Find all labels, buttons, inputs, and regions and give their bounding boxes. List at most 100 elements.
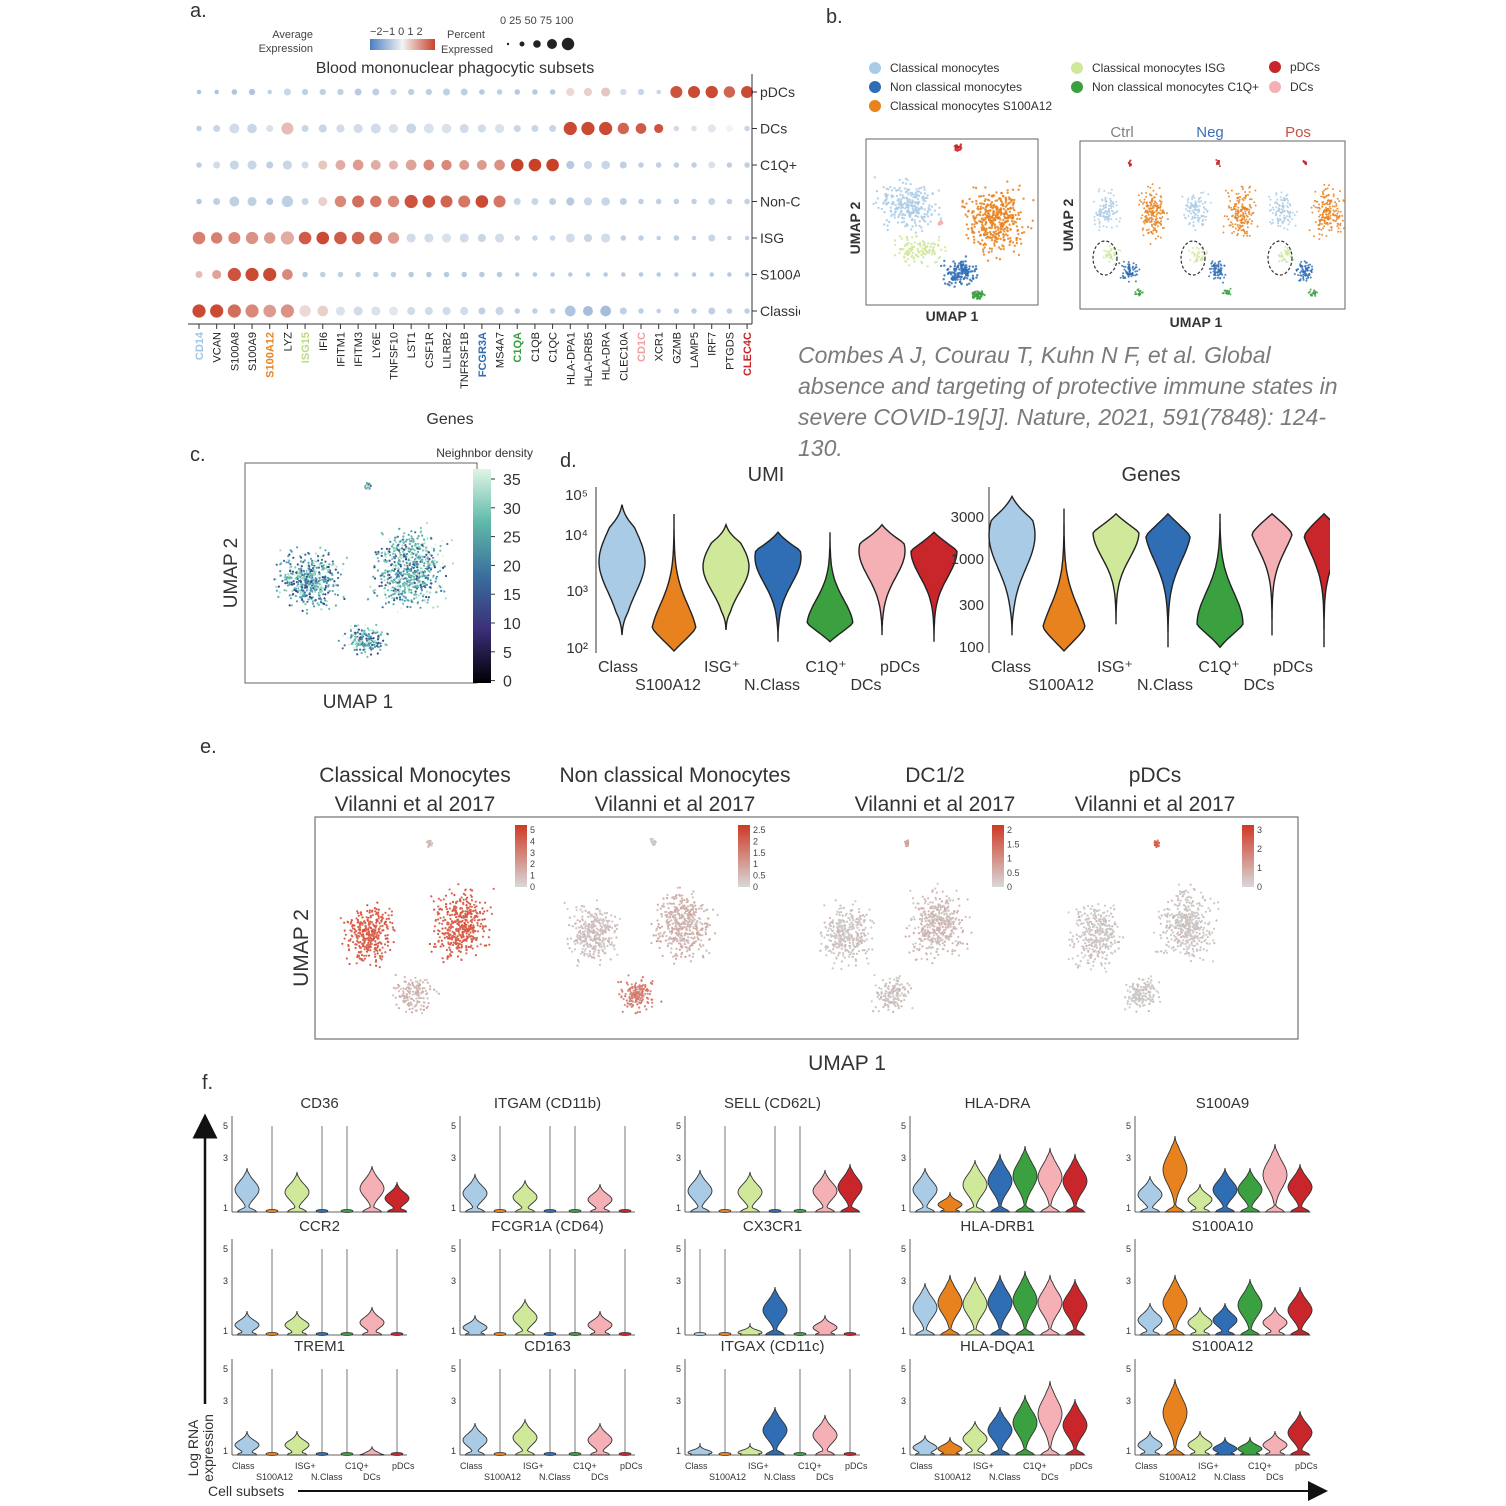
umap-cell	[906, 190, 909, 193]
density-cell	[317, 603, 320, 606]
expression-dot	[477, 233, 486, 243]
feature-cell	[430, 895, 433, 898]
feature-frame	[314, 816, 1299, 1040]
umap-cell	[1106, 213, 1109, 216]
umap-cell	[1222, 231, 1225, 234]
feature-cell	[459, 914, 462, 917]
density-cell	[332, 585, 335, 588]
density-cell	[307, 597, 310, 600]
feature-cell	[376, 946, 379, 949]
feature-cell	[381, 913, 384, 916]
feature-cell	[453, 893, 456, 897]
feature-cell	[445, 908, 449, 911]
umap-cell	[911, 225, 914, 228]
feature-cell	[367, 954, 371, 957]
expression-dot	[406, 233, 416, 243]
feature-cell	[466, 896, 469, 899]
feature-cell	[402, 992, 405, 995]
umap-cell	[1001, 244, 1004, 247]
umap-cell	[1320, 195, 1323, 198]
umap-cell	[1313, 199, 1316, 202]
umap-cell	[1276, 202, 1279, 205]
feature-cell	[361, 929, 365, 932]
umap-cell	[938, 206, 941, 209]
umap-cell	[1236, 199, 1239, 202]
density-cell	[360, 651, 363, 655]
density-cell	[408, 556, 411, 559]
umap-cell	[1102, 204, 1105, 207]
feature-cell	[380, 920, 383, 923]
density-cell	[317, 559, 320, 562]
colorbar-tick-label: 25	[503, 530, 521, 547]
umap-cell	[1161, 216, 1164, 218]
density-cell	[312, 605, 316, 608]
umap-cell	[1102, 225, 1105, 228]
expression-dot	[247, 160, 257, 170]
umap-cell	[1095, 211, 1098, 214]
expression-dot	[708, 234, 716, 242]
umap-cell	[1217, 268, 1220, 271]
feature-cell	[391, 922, 394, 925]
umap-cell	[1093, 215, 1096, 218]
density-cell	[415, 572, 418, 575]
density-cell	[406, 587, 409, 590]
umap-cell	[953, 264, 957, 268]
umap-cell	[979, 195, 983, 198]
umap-cell	[1116, 210, 1119, 213]
umap-cell	[897, 202, 900, 206]
umap-cell	[910, 218, 914, 222]
umap-cell	[947, 267, 950, 271]
expression-dot	[638, 308, 644, 314]
feature-cell	[476, 921, 479, 925]
umap-cell	[982, 206, 985, 210]
density-cell	[394, 585, 397, 588]
feature-cell	[466, 913, 469, 916]
feature-cell	[357, 931, 360, 935]
feature-cell	[457, 915, 460, 918]
umap-cell	[1332, 213, 1335, 216]
umap-cell	[1233, 205, 1235, 208]
umap-cell	[917, 243, 920, 246]
feature-cell	[387, 917, 391, 920]
umap-cell	[921, 247, 924, 250]
density-cell	[326, 589, 329, 592]
density-cell	[331, 578, 334, 581]
expression-dot	[459, 233, 469, 243]
expression-dot	[407, 306, 416, 316]
umap-cell	[906, 238, 909, 242]
density-cell	[387, 552, 390, 555]
feature-cell	[448, 926, 451, 929]
feature-cell	[343, 937, 346, 940]
umap-cell	[1229, 293, 1232, 296]
density-cell	[298, 584, 301, 587]
umap-cell	[1245, 230, 1248, 233]
feature-cell	[357, 925, 360, 929]
density-cell	[317, 556, 320, 559]
umap-cell	[1309, 293, 1312, 296]
expression-dot	[425, 88, 433, 96]
umap-cell	[1115, 225, 1118, 228]
umap-cell	[1166, 218, 1169, 221]
umap-cell	[1124, 270, 1127, 273]
density-cell	[407, 547, 410, 550]
umap-cell	[1283, 227, 1286, 230]
expression-dot	[266, 125, 274, 132]
umap-cell	[1299, 278, 1302, 281]
umap-cell	[1134, 291, 1137, 294]
umap-cell	[973, 241, 976, 244]
umap-cell	[979, 205, 983, 208]
expression-dot	[670, 85, 683, 99]
density-cell	[319, 562, 322, 565]
umap-cell	[1004, 198, 1008, 201]
violin-category-label: N.Class	[744, 677, 800, 694]
citation-text: Combes A J, Courau T, Kuhn N F, et al. G…	[798, 342, 1338, 461]
umap-cell	[1288, 221, 1291, 223]
feature-cell	[366, 904, 369, 907]
umap-cell	[1103, 249, 1106, 252]
expression-dot	[441, 123, 452, 134]
umap-cell	[1223, 215, 1226, 218]
umap-cell	[1022, 231, 1026, 234]
umap-cell	[1281, 202, 1284, 205]
density-cell	[277, 595, 280, 598]
umap-ylabel: UMAP 2	[847, 201, 863, 254]
